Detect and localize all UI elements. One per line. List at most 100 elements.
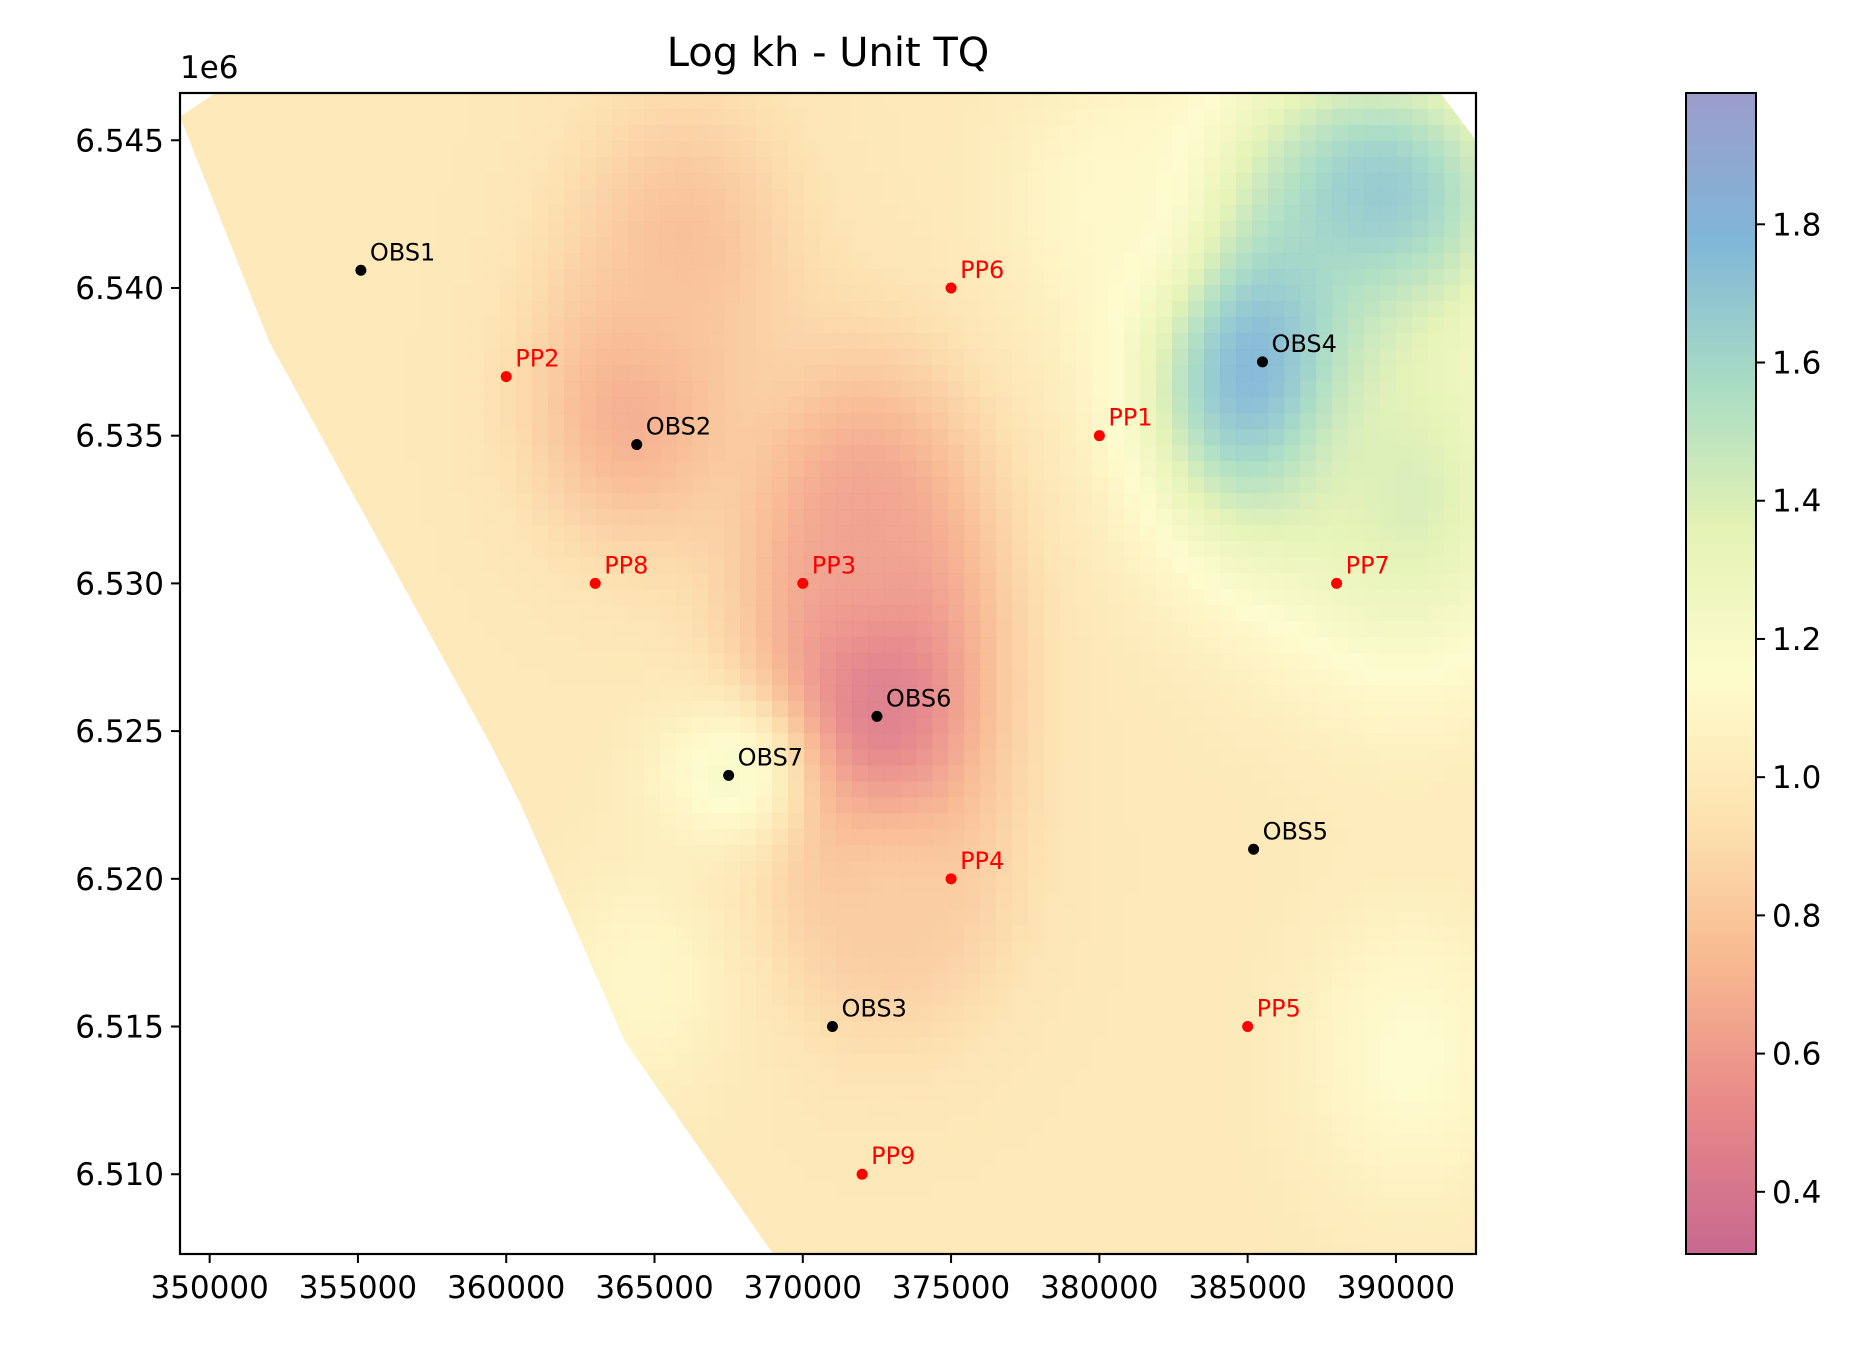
field-cell (804, 717, 821, 734)
field-cell (468, 125, 485, 142)
field-cell (1092, 333, 1109, 350)
field-cell (1348, 1053, 1365, 1070)
field-cell (1396, 109, 1413, 126)
field-cell (964, 333, 981, 350)
field-cell (756, 573, 773, 590)
field-cell (1268, 1149, 1285, 1166)
field-cell (1268, 733, 1285, 750)
field-cell (660, 733, 677, 750)
field-cell (1236, 925, 1253, 942)
field-cell (804, 669, 821, 686)
pilot-point-marker (945, 873, 957, 885)
field-cell (1140, 925, 1157, 942)
field-cell (932, 157, 949, 174)
field-cell (1380, 397, 1397, 414)
field-cell (516, 237, 533, 254)
field-cell (1028, 461, 1045, 478)
field-cell (916, 653, 933, 670)
field-cell (1028, 1149, 1045, 1166)
field-cell (1268, 1245, 1285, 1254)
field-cell (1412, 957, 1429, 974)
field-cell (372, 317, 389, 334)
field-cell (1060, 845, 1077, 862)
field-cell (1236, 525, 1253, 542)
field-cell (340, 205, 357, 222)
field-cell (836, 541, 853, 558)
field-cell (996, 685, 1013, 702)
field-cell (900, 749, 917, 766)
field-cell (916, 717, 933, 734)
field-cell (1028, 509, 1045, 526)
field-cell (1428, 365, 1445, 382)
field-cell (1236, 445, 1253, 462)
field-cell (1124, 685, 1141, 702)
field-cell (1396, 317, 1413, 334)
field-cell (1316, 573, 1333, 590)
field-cell (1124, 237, 1141, 254)
field-cell (1316, 1165, 1333, 1182)
field-cell (1188, 1069, 1205, 1086)
field-cell (532, 669, 549, 686)
field-cell (1108, 205, 1125, 222)
field-cell (644, 285, 661, 302)
field-cell (1092, 621, 1109, 638)
field-cell (580, 205, 597, 222)
field-cell (1140, 461, 1157, 478)
field-cell (740, 1197, 757, 1214)
field-cell (836, 925, 853, 942)
field-cell (516, 301, 533, 318)
field-cell (1364, 621, 1381, 638)
field-cell (820, 845, 837, 862)
field-cell (884, 717, 901, 734)
field-cell (1060, 1021, 1077, 1038)
field-cell (1284, 909, 1301, 926)
y-tick-label: 6.515 (75, 1010, 164, 1046)
field-cell (1284, 285, 1301, 302)
field-cell (1220, 125, 1237, 142)
field-cell (852, 221, 869, 238)
field-cell (948, 1165, 965, 1182)
field-cell (516, 557, 533, 574)
field-cell (1364, 333, 1381, 350)
field-cell (724, 989, 741, 1006)
field-cell (1300, 717, 1317, 734)
field-cell (1428, 189, 1445, 206)
field-cell (452, 141, 469, 158)
field-cell (900, 509, 917, 526)
field-cell (1332, 733, 1349, 750)
field-cell (1060, 1053, 1077, 1070)
field-cell (1188, 349, 1205, 366)
field-cell (1124, 381, 1141, 398)
field-cell (804, 413, 821, 430)
field-cell (1012, 557, 1029, 574)
field-cell (788, 989, 805, 1006)
field-cell (852, 1197, 869, 1214)
field-cell (1012, 333, 1029, 350)
field-cell (852, 109, 869, 126)
field-cell (1412, 1101, 1429, 1118)
field-cell (196, 109, 213, 126)
field-cell (1332, 1197, 1349, 1214)
field-cell (484, 173, 501, 190)
field-cell (564, 653, 581, 670)
field-cell (212, 157, 229, 174)
field-cell (564, 301, 581, 318)
field-cell (1460, 701, 1476, 718)
field-cell (948, 301, 965, 318)
field-cell (676, 301, 693, 318)
field-cell (500, 605, 517, 622)
field-cell (1236, 1181, 1253, 1198)
field-cell (516, 765, 533, 782)
field-cell (900, 413, 917, 430)
field-cell (1092, 381, 1109, 398)
field-cell (820, 1245, 837, 1254)
field-cell (436, 109, 453, 126)
field-cell (1156, 333, 1173, 350)
field-cell (1268, 941, 1285, 958)
field-cell (756, 733, 773, 750)
field-cell (804, 1197, 821, 1214)
field-cell (1124, 109, 1141, 126)
field-cell (900, 477, 917, 494)
field-cell (644, 125, 661, 142)
field-cell (964, 845, 981, 862)
